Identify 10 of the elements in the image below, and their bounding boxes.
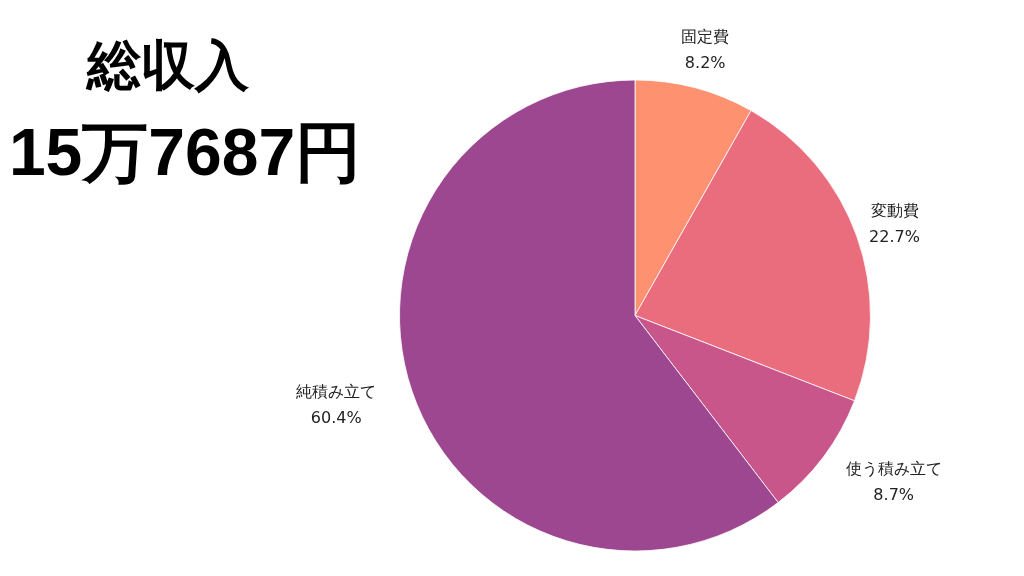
slice-label: 純積み立て — [296, 381, 377, 401]
data-label: 60.4% — [310, 407, 362, 427]
data-label: 8.7% — [873, 484, 915, 504]
chart-title: 総収入 — [85, 35, 250, 95]
slice-label: 使う積み立て — [845, 458, 942, 478]
data-label: 8.2% — [684, 53, 726, 73]
slice-label: 固定費 — [681, 27, 730, 47]
text: 15万7687円 — [8, 115, 362, 189]
slice-label: 変動費 — [870, 200, 919, 220]
data-label: 22.7% — [869, 226, 920, 246]
